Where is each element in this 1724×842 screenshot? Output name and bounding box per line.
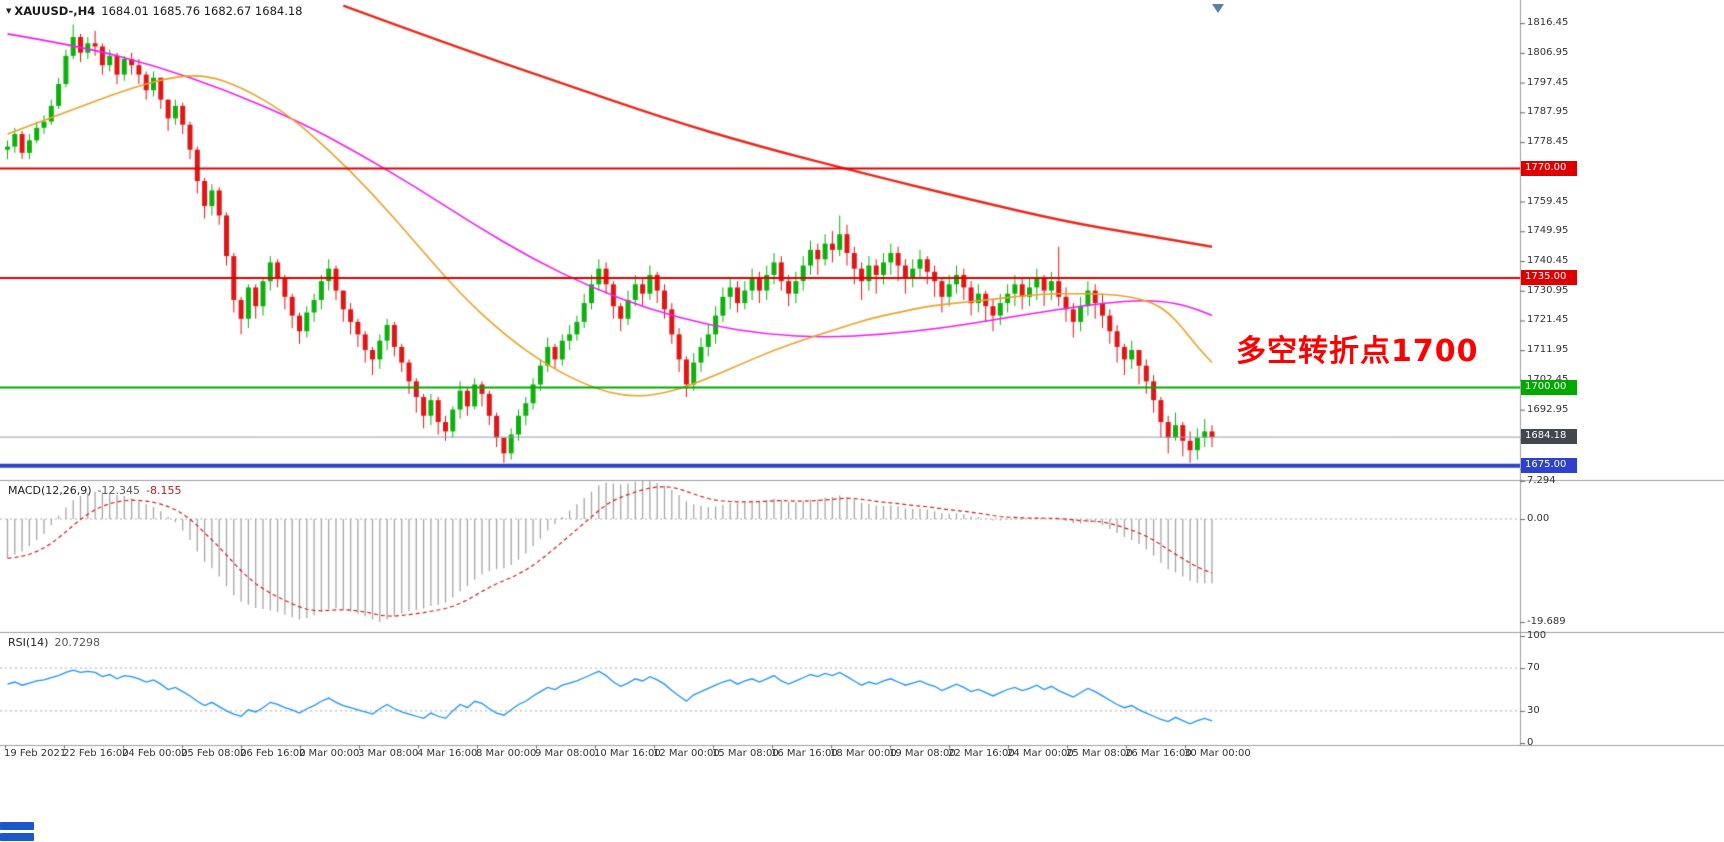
- time-axis-label: 19 Feb 2021: [4, 748, 67, 759]
- current-price-tag[interactable]: 1684.18: [1521, 429, 1577, 445]
- price-level-tag-1735.00[interactable]: 1735.00: [1521, 270, 1577, 286]
- bottom-left-window-fragment[interactable]: [0, 822, 34, 830]
- rsi-value: 20.7298: [54, 636, 100, 649]
- price-tick-label: 1759.45: [1527, 195, 1569, 207]
- time-axis-label: 30 Mar 00:00: [1184, 748, 1251, 759]
- price-tick-label: 1806.95: [1527, 46, 1569, 58]
- price-level-tag-1675.00[interactable]: 1675.00: [1521, 457, 1577, 473]
- time-axis-label: 25 Feb 08:00: [181, 748, 247, 759]
- price-tick-label: 1749.95: [1527, 225, 1569, 237]
- price-tick-label: 1816.45: [1527, 17, 1569, 29]
- price-tick-label: 1721.45: [1527, 314, 1569, 326]
- time-axis-label: 24 Mar 00:00: [1007, 748, 1074, 759]
- macd-tick-label: 0.00: [1527, 513, 1550, 524]
- symbol-timeframe-label: XAUUSD-,H4: [14, 4, 96, 18]
- bottom-left-window-fragment[interactable]: [0, 833, 34, 841]
- price-tick-label: 1730.95: [1527, 284, 1569, 296]
- time-axis-label: 24 Feb 00:00: [122, 748, 188, 759]
- macd-tick-label: 7.294: [1527, 474, 1556, 486]
- rsi-tick-label: 100: [1527, 630, 1547, 641]
- rsi-tick-label: 70: [1527, 662, 1540, 674]
- time-axis-label: 4 Mar 16:00: [417, 748, 478, 759]
- chart-title: ▼ XAUUSD-,H4 1684.01 1685.76 1682.67 1684.…: [6, 4, 303, 18]
- macd-signal-value: -8.155: [146, 484, 182, 497]
- macd-name: MACD(12,26,9): [8, 484, 92, 497]
- symbol-dropdown-icon: ▼: [6, 7, 12, 15]
- chart-shift-marker-icon: [1212, 4, 1224, 13]
- price-tick-label: 1702.45: [1527, 374, 1568, 386]
- macd-indicator-label: MACD(12,26,9) -12.345 -8.155: [8, 484, 181, 497]
- time-axis-label: 18 Mar 00:00: [830, 748, 897, 759]
- price-tick-label: 1778.45: [1527, 136, 1569, 148]
- time-axis-label: 16 Mar 16:00: [771, 748, 838, 759]
- time-axis-label: 2 Mar 00:00: [299, 748, 360, 759]
- time-axis-label: 26 Mar 16:00: [1125, 748, 1192, 759]
- rsi-name: RSI(14): [8, 636, 49, 649]
- macd-tick-label: -19.689: [1527, 615, 1566, 627]
- time-axis-label: 26 Feb 16:00: [240, 748, 306, 759]
- time-axis-label: 22 Mar 16:00: [948, 748, 1015, 759]
- price-tick-label: 1787.95: [1527, 106, 1569, 118]
- time-axis-label: 15 Mar 08:00: [712, 748, 779, 759]
- price-tick-label: 1740.45: [1527, 254, 1569, 266]
- time-axis-label: 9 Mar 08:00: [535, 748, 596, 759]
- macd-main-value: -12.345: [97, 484, 141, 497]
- rsi-indicator-label: RSI(14) 20.7298: [8, 636, 100, 649]
- time-axis-label: 12 Mar 00:00: [653, 748, 720, 759]
- rsi-tick-label: 30: [1527, 704, 1540, 716]
- time-axis-label: 3 Mar 08:00: [358, 748, 419, 759]
- ohlc-values: 1684.01 1685.76 1682.67 1684.18: [101, 4, 303, 18]
- time-axis-label: 25 Mar 08:00: [1066, 748, 1133, 759]
- time-axis-label: 22 Feb 16:00: [63, 748, 129, 759]
- price-level-tag-1700.00[interactable]: 1700.00: [1521, 379, 1577, 395]
- chart-text-annotation[interactable]: 多空转折点1700: [1236, 334, 1479, 369]
- time-axis-label: 19 Mar 08:00: [889, 748, 956, 759]
- price-tick-label: 1797.45: [1527, 76, 1569, 88]
- price-tick-label: 1711.95: [1527, 344, 1569, 356]
- time-axis-label: 8 Mar 00:00: [476, 748, 537, 759]
- rsi-tick-label: 0: [1527, 737, 1534, 748]
- price-level-tag-1770.00[interactable]: 1770.00: [1521, 160, 1577, 176]
- time-axis-label: 10 Mar 16:00: [594, 748, 661, 759]
- price-tick-label: 1692.95: [1527, 403, 1569, 415]
